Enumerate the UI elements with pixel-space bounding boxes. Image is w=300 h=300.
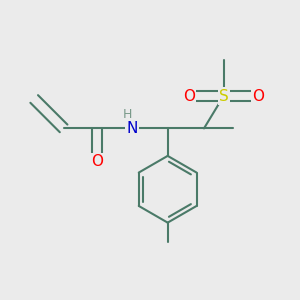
Text: O: O [183, 88, 195, 104]
Text: H: H [123, 108, 132, 121]
Text: N: N [127, 121, 138, 136]
Text: O: O [91, 154, 103, 169]
Text: O: O [252, 88, 264, 104]
Text: S: S [219, 88, 229, 104]
